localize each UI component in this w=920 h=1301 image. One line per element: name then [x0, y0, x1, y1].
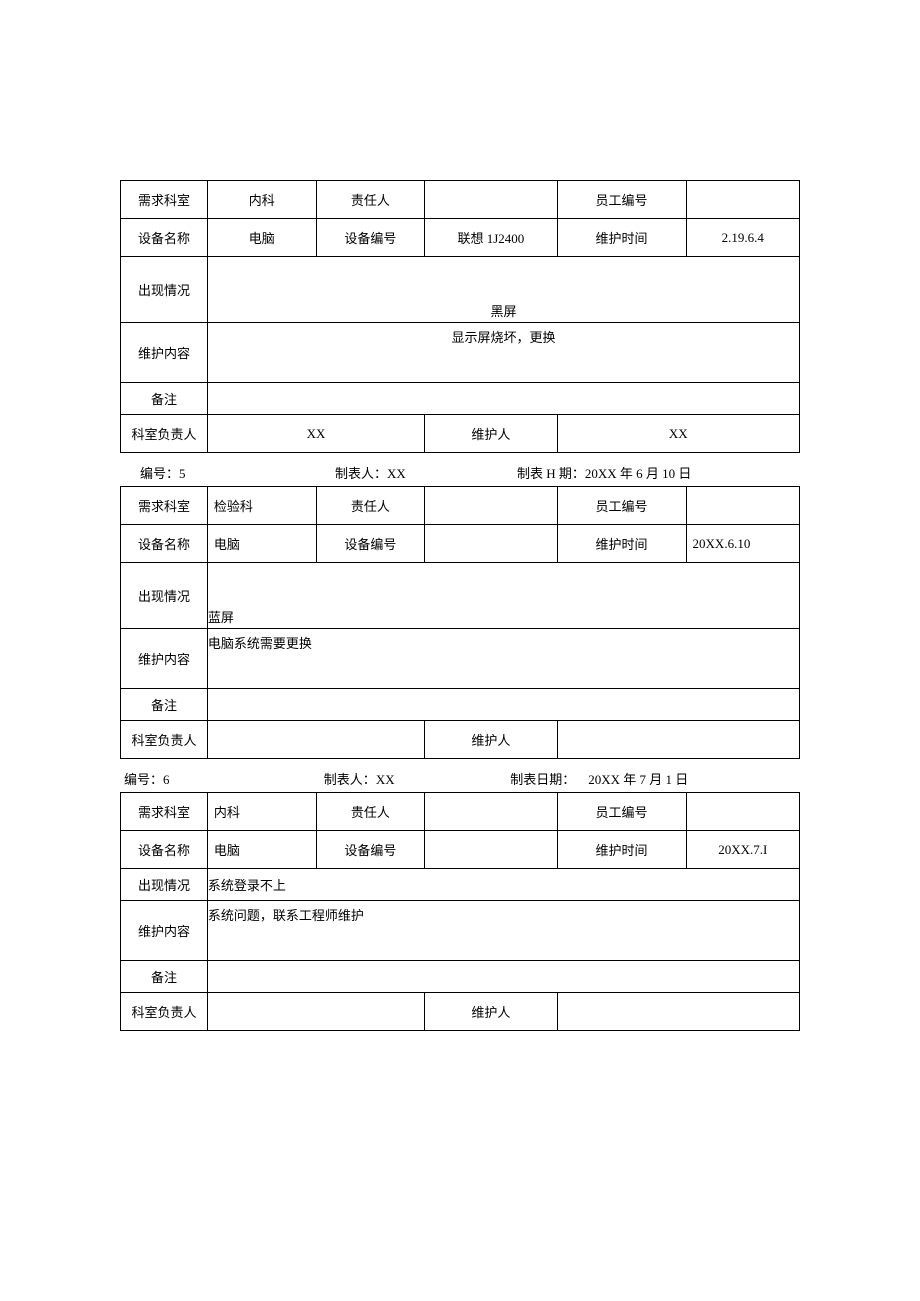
- label-maintcontent: 维护内容: [121, 901, 208, 961]
- prep-date: 制表 H 期：20XX 年 6 月 10 日: [517, 463, 790, 482]
- val-situation: 系统登录不上: [207, 869, 799, 901]
- label-devno: 设备编号: [316, 219, 425, 257]
- label-dept: 需求科室: [121, 181, 208, 219]
- label-mainttime: 维护时间: [557, 525, 686, 563]
- val-dept: 内科: [207, 181, 316, 219]
- val-devno: [425, 525, 557, 563]
- label-dept: 需求科室: [121, 487, 208, 525]
- preparer: 制表人：XX: [335, 463, 517, 482]
- label-situation: 出现情况: [121, 257, 208, 323]
- label-devno: 设备编号: [316, 831, 425, 869]
- val-maintcontent: 系统问题，联系工程师维护: [207, 901, 799, 961]
- label-maintainer: 维护人: [425, 415, 557, 453]
- val-empno: [686, 487, 799, 525]
- val-responsible: [425, 487, 557, 525]
- val-maintainer: XX: [557, 415, 799, 453]
- label-empno: 员工编号: [557, 793, 686, 831]
- label-maintcontent: 维护内容: [121, 629, 208, 689]
- label-depthead: 科室负责人: [121, 415, 208, 453]
- val-remarks: [207, 689, 799, 721]
- val-dept: 内科: [207, 793, 316, 831]
- label-situation: 出现情况: [121, 869, 208, 901]
- label-empno: 员工编号: [557, 181, 686, 219]
- serial-no: 编号：5: [140, 463, 335, 482]
- label-remarks: 备注: [121, 689, 208, 721]
- label-responsible: 责任人: [316, 487, 425, 525]
- label-situation: 出现情况: [121, 563, 208, 629]
- maintenance-form-2: 需求科室 检验科 责任人 员工编号 设备名称 电脑 设备编号 维护时间 20XX…: [120, 486, 800, 759]
- maintenance-form-1: 需求科室 内科 责任人 员工编号 设备名称 电脑 设备编号 联想 1J2400 …: [120, 180, 800, 453]
- serial-no: 编号：6: [124, 769, 324, 788]
- val-depthead: [207, 993, 424, 1031]
- label-remarks: 备注: [121, 961, 208, 993]
- val-situation: 蓝屏: [207, 563, 799, 629]
- val-maintainer: [557, 721, 799, 759]
- val-remarks: [207, 383, 799, 415]
- label-devname: 设备名称: [121, 831, 208, 869]
- label-maintainer: 维护人: [425, 721, 557, 759]
- val-mainttime: 2.19.6.4: [686, 219, 799, 257]
- val-remarks: [207, 961, 799, 993]
- val-depthead: [207, 721, 424, 759]
- val-maintcontent: 电脑系统需要更换: [207, 629, 799, 689]
- form-header-3: 编号：6 制表人：XX 制表日期： 20XX 年 7 月 1 日: [120, 765, 800, 792]
- label-devno: 设备编号: [316, 525, 425, 563]
- val-situation: 黑屏: [207, 257, 799, 323]
- label-maintainer: 维护人: [425, 993, 557, 1031]
- maintenance-form-3: 需求科室 内科 贵任人 员工编号 设备名称 电脑 设备编号 维护时间 20XX.…: [120, 792, 800, 1031]
- label-devname: 设备名称: [121, 219, 208, 257]
- val-maintainer: [557, 993, 799, 1031]
- val-mainttime: 20XX.7.I: [686, 831, 799, 869]
- val-empno: [686, 793, 799, 831]
- label-remarks: 备注: [121, 383, 208, 415]
- form-header-2: 编号：5 制表人：XX 制表 H 期：20XX 年 6 月 10 日: [120, 459, 800, 486]
- val-mainttime: 20XX.6.10: [686, 525, 799, 563]
- label-depthead: 科室负责人: [121, 993, 208, 1031]
- val-empno: [686, 181, 799, 219]
- val-depthead: XX: [207, 415, 424, 453]
- val-responsible: [425, 793, 557, 831]
- val-maintcontent: 显示屏烧坏，更换: [207, 323, 799, 383]
- val-devno: 联想 1J2400: [425, 219, 557, 257]
- label-responsible: 贵任人: [316, 793, 425, 831]
- label-devname: 设备名称: [121, 525, 208, 563]
- val-devname: 电脑: [207, 525, 316, 563]
- label-mainttime: 维护时间: [557, 219, 686, 257]
- val-responsible: [425, 181, 557, 219]
- label-responsible: 责任人: [316, 181, 425, 219]
- label-dept: 需求科室: [121, 793, 208, 831]
- val-devname: 电脑: [207, 219, 316, 257]
- label-empno: 员工编号: [557, 487, 686, 525]
- preparer: 制表人：XX: [324, 769, 510, 788]
- label-mainttime: 维护时间: [557, 831, 686, 869]
- val-devname: 电脑: [207, 831, 316, 869]
- val-devno: [425, 831, 557, 869]
- prep-date: 制表日期： 20XX 年 7 月 1 日: [510, 769, 790, 788]
- label-depthead: 科室负责人: [121, 721, 208, 759]
- val-dept: 检验科: [207, 487, 316, 525]
- label-maintcontent: 维护内容: [121, 323, 208, 383]
